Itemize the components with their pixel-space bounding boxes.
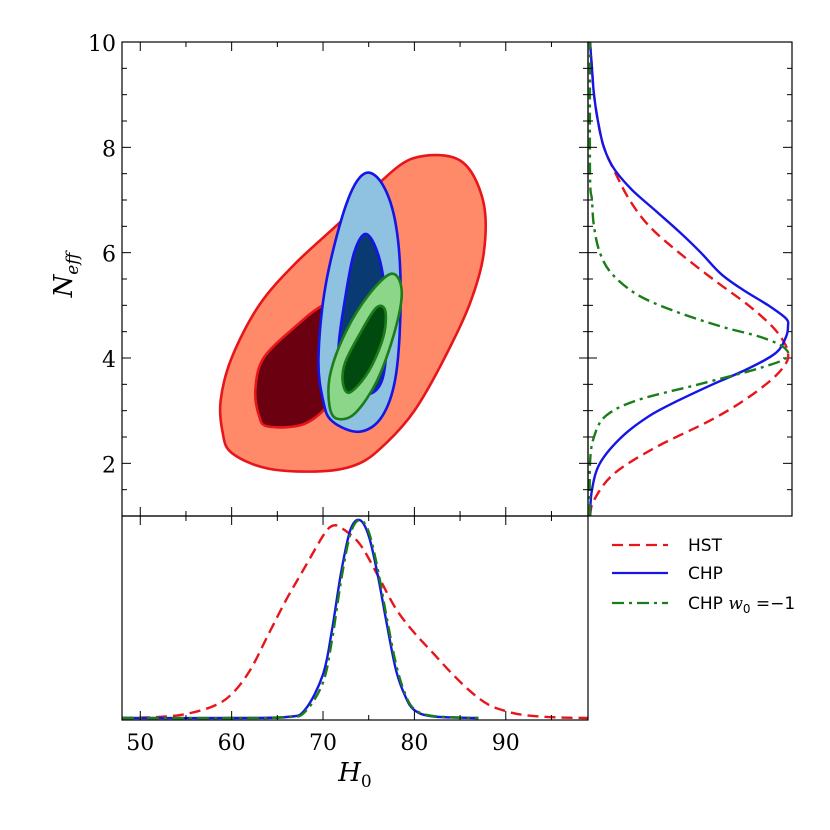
h0-marginal-frame — [121, 515, 589, 721]
y-tick-label: 8 — [102, 137, 116, 162]
joint-panel: 2 4 6 8 10 — [88, 32, 792, 517]
neff-marginal-chp — [588, 41, 790, 517]
neff-marginal-chp-w0-1 — [588, 41, 790, 517]
neff-marginal-ticks — [588, 41, 597, 491]
x-tick-label: 70 — [309, 731, 337, 756]
y-axis-label: Neff — [49, 250, 83, 299]
neff-marginal-panel — [587, 41, 793, 517]
legend-label-chp: CHP — [688, 564, 723, 584]
y-tick-label: 6 — [102, 243, 116, 268]
h0-marginal-panel: 50 60 70 80 90 — [121, 515, 589, 756]
neff-marginal-lines — [588, 41, 790, 517]
contour-chp-w0-1-68 — [341, 304, 388, 394]
x-tick-label: 80 — [400, 731, 428, 756]
x-tick-label: 50 — [126, 731, 154, 756]
legend-label-hst: HST — [688, 536, 723, 556]
h0-marginal-lines — [121, 518, 589, 720]
joint-ticks: 2 4 6 8 10 — [88, 32, 792, 516]
x-tick-label: 60 — [218, 731, 246, 756]
x-tick-label: 90 — [492, 731, 520, 756]
h0-marginal-ticks: 50 60 70 80 90 — [126, 516, 552, 756]
h0-marginal-chp-w0-1 — [121, 518, 479, 720]
y-tick-label: 2 — [102, 453, 116, 478]
h0-marginal-chp — [121, 518, 479, 720]
neff-marginal-frame — [587, 41, 793, 517]
y-tick-label: 10 — [88, 32, 116, 57]
neff-marginal-hst — [588, 41, 790, 517]
contour-layer — [218, 153, 488, 473]
legend-label-chp-w0: CHP w0 =−1 — [688, 594, 795, 616]
y-tick-label: 4 — [102, 348, 116, 373]
h0-marginal-hst — [121, 523, 589, 720]
x-axis-label: H0 — [337, 758, 372, 792]
legend: HST CHP CHP w0 =−1 — [612, 536, 795, 616]
